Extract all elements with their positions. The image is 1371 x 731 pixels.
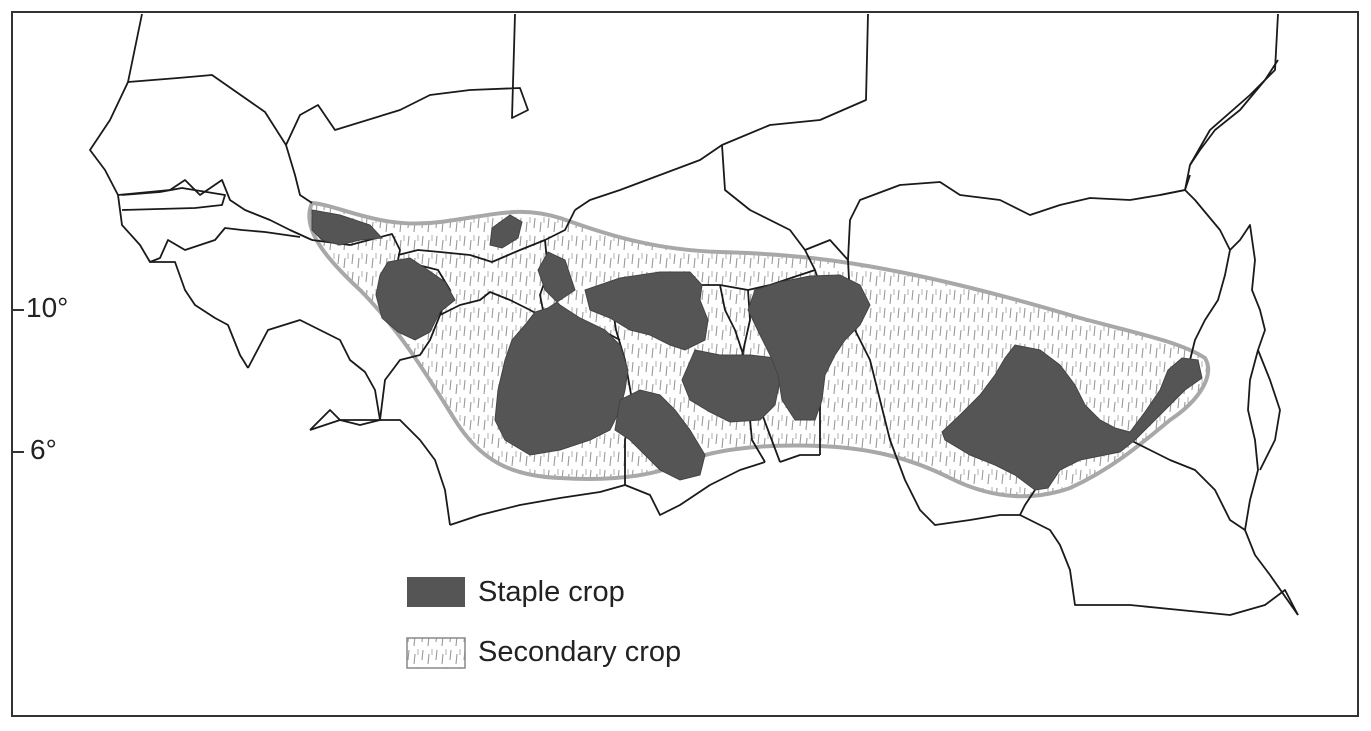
staple-region-ghana-north: [584, 271, 709, 351]
lat-label-10: 10°: [26, 292, 69, 323]
lat-label-6: 6°: [30, 434, 57, 465]
legend-label-secondary: Secondary crop: [478, 636, 682, 668]
map-frame-border: [11, 11, 1359, 717]
staple-crop-regions: [311, 209, 1203, 491]
staple-region-mali-north: [489, 214, 523, 249]
staple-region-senegal: [311, 209, 384, 246]
staple-region-benin: [747, 274, 871, 421]
staple-region-cote-ivoire: [494, 251, 629, 456]
staple-region-nigeria: [941, 344, 1203, 491]
staple-region-mali-west: [375, 257, 456, 341]
legend-swatch-secondary: [406, 637, 466, 669]
legend-label-staple: Staple crop: [478, 576, 625, 608]
staple-region-togo: [681, 349, 781, 423]
staple-region-ghana-south: [614, 389, 706, 481]
legend-swatch-staple: [407, 577, 465, 607]
